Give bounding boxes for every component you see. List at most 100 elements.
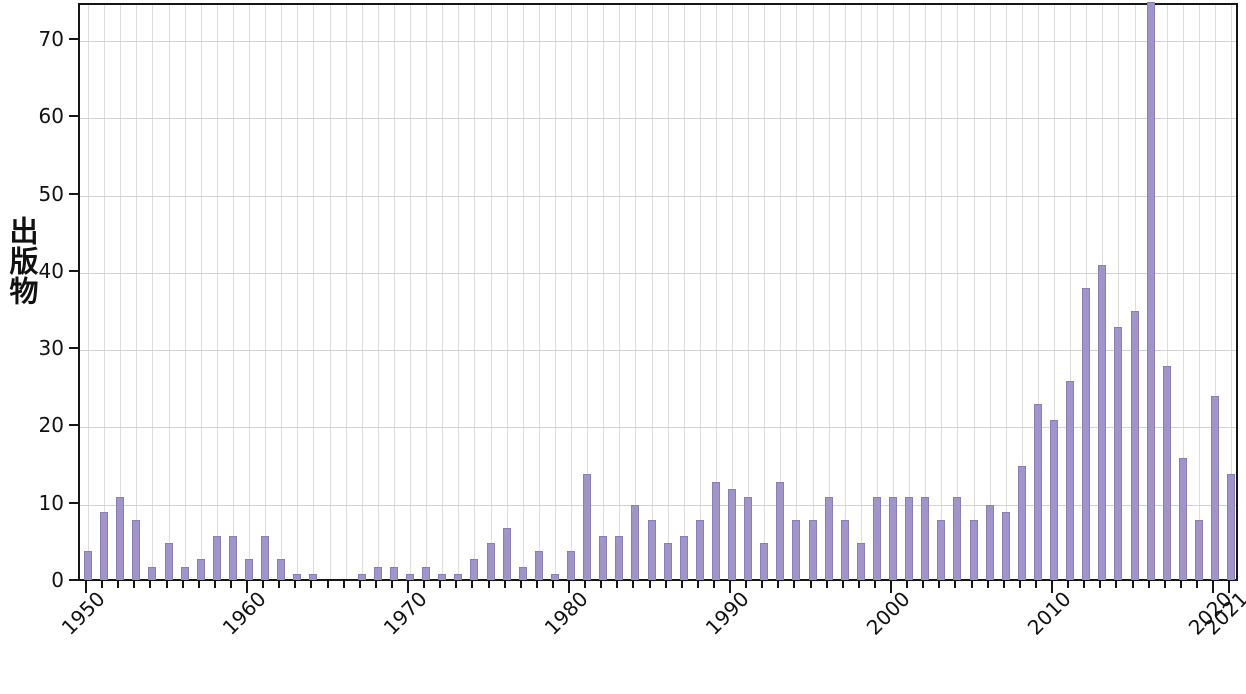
gridline-vertical xyxy=(281,5,283,579)
gridline-vertical xyxy=(506,5,508,579)
bar-1983 xyxy=(615,535,624,580)
y-tick-label-60: 60 xyxy=(38,104,64,129)
x-tick-2006 xyxy=(986,581,989,588)
bar-1978 xyxy=(534,551,543,580)
x-tick-2020 xyxy=(1212,581,1214,593)
bar-1991 xyxy=(744,496,753,580)
gridline-vertical xyxy=(1118,5,1120,579)
bar-1971 xyxy=(422,566,431,580)
gridline-vertical xyxy=(152,5,154,579)
bar-1972 xyxy=(438,574,447,580)
x-tick-label-2010: 2010 xyxy=(1022,586,1076,640)
bar-2017 xyxy=(1162,365,1171,580)
x-tick-2021 xyxy=(1228,581,1231,593)
bar-1999 xyxy=(872,496,881,580)
gridline-vertical xyxy=(603,5,605,579)
bar-1962 xyxy=(277,558,286,580)
y-axis-title: 出版物 xyxy=(5,216,39,306)
x-tick-1950 xyxy=(85,581,87,593)
x-tick-2017 xyxy=(1163,581,1166,588)
x-tick-1954 xyxy=(149,581,152,588)
gridline-vertical xyxy=(329,5,331,579)
bar-1977 xyxy=(518,566,527,580)
bar-1986 xyxy=(663,543,672,580)
gridline-vertical xyxy=(88,5,89,579)
x-tick-1962 xyxy=(278,581,281,588)
y-tick-40 xyxy=(69,269,78,272)
x-tick-1966 xyxy=(342,581,345,588)
bar-2007 xyxy=(1001,512,1010,580)
x-tick-1998 xyxy=(857,581,860,588)
bar-1950 xyxy=(84,551,92,580)
x-tick-1965 xyxy=(326,581,329,588)
bar-1952 xyxy=(116,496,125,580)
x-tick-1973 xyxy=(455,581,458,588)
gridline-vertical xyxy=(957,5,959,579)
bar-1992 xyxy=(760,543,769,580)
gridline-vertical xyxy=(313,5,315,579)
gridline-vertical xyxy=(699,5,701,579)
gridline-vertical xyxy=(651,5,653,579)
gridline-vertical xyxy=(571,5,572,579)
y-tick-0 xyxy=(69,579,78,581)
bar-2002 xyxy=(921,496,930,580)
x-tick-1959 xyxy=(229,581,232,588)
x-tick-1980 xyxy=(568,581,570,593)
gridline-vertical xyxy=(876,5,878,579)
x-tick-1996 xyxy=(825,581,828,588)
gridline-vertical xyxy=(780,5,782,579)
bar-1990 xyxy=(728,489,736,580)
bar-2004 xyxy=(953,496,962,580)
x-tick-label-1980: 1980 xyxy=(539,586,593,640)
bar-1995 xyxy=(808,520,817,580)
x-tick-1995 xyxy=(809,581,812,588)
x-tick-1961 xyxy=(262,581,265,588)
bar-1954 xyxy=(148,566,157,580)
x-tick-2016 xyxy=(1147,581,1150,588)
bar-1989 xyxy=(711,481,720,580)
bar-2010 xyxy=(1050,419,1058,580)
x-tick-1984 xyxy=(632,581,635,588)
bar-1956 xyxy=(180,566,189,580)
x-tick-1988 xyxy=(696,581,699,588)
gridline-vertical xyxy=(748,5,750,579)
gridline-vertical xyxy=(619,5,621,579)
x-tick-1969 xyxy=(390,581,393,588)
y-tick-label-10: 10 xyxy=(38,490,64,515)
x-tick-1955 xyxy=(165,581,168,588)
gridline-vertical xyxy=(1005,5,1007,579)
x-tick-1992 xyxy=(761,581,764,588)
gridline-vertical xyxy=(200,5,202,579)
x-tick-1964 xyxy=(310,581,313,588)
x-tick-2019 xyxy=(1195,581,1198,588)
gridline-vertical xyxy=(587,5,589,579)
bar-2020 xyxy=(1211,396,1219,580)
x-tick-1971 xyxy=(423,581,426,588)
x-tick-1972 xyxy=(439,581,442,588)
gridline-vertical xyxy=(265,5,267,579)
x-tick-1987 xyxy=(680,581,683,588)
gridline-horizontal xyxy=(80,504,1236,506)
y-tick-label-40: 40 xyxy=(38,258,64,283)
gridline-horizontal xyxy=(80,195,1236,197)
bar-1958 xyxy=(212,535,221,580)
x-tick-1981 xyxy=(584,581,587,588)
bar-2006 xyxy=(985,504,994,580)
x-tick-1982 xyxy=(600,581,603,588)
x-tick-label-1970: 1970 xyxy=(378,586,432,640)
bar-1974 xyxy=(470,558,479,580)
bar-2011 xyxy=(1066,381,1075,580)
x-tick-1994 xyxy=(793,581,796,588)
x-tick-1956 xyxy=(181,581,184,588)
gridline-vertical xyxy=(377,5,379,579)
gridline-vertical xyxy=(1134,5,1136,579)
bar-1987 xyxy=(679,535,688,580)
x-tick-1974 xyxy=(471,581,474,588)
x-tick-2013 xyxy=(1099,581,1102,588)
plot-area xyxy=(78,2,1238,581)
y-tick-10 xyxy=(69,501,78,504)
gridline-vertical xyxy=(474,5,476,579)
gridline-vertical xyxy=(345,5,347,579)
bar-1953 xyxy=(132,520,141,580)
gridline-vertical xyxy=(667,5,669,579)
